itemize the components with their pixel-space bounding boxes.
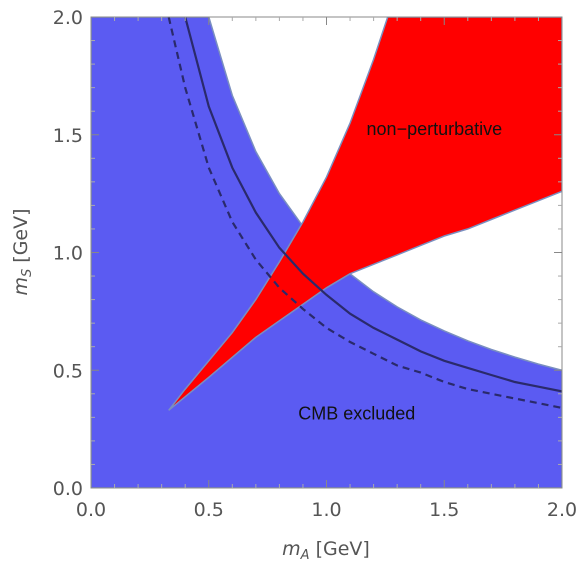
x-tick-label: 0.0: [76, 499, 106, 521]
x-axis-label: mA [GeV]: [282, 538, 370, 563]
solid-curve: [184, 17, 562, 393]
lines-layer: [167, 17, 562, 409]
y-tick-label: 1.5: [53, 125, 83, 147]
y-tick-label: 0.5: [53, 360, 83, 382]
ticks-layer: [90, 16, 563, 489]
regions-layer: [91, 17, 562, 488]
y-axis-label: mS [GeV]: [10, 208, 35, 295]
x-tick-label: 2.0: [547, 499, 577, 521]
x-tick-label: 0.5: [194, 499, 224, 521]
x-tick-label: 1.0: [311, 499, 341, 521]
x-tick-label: 1.5: [429, 499, 459, 521]
region-labels-layer: non−perturbative CMB excluded: [298, 119, 502, 424]
non-perturbative-region: [168, 17, 562, 411]
y-tick-label: 1.0: [53, 243, 83, 265]
cmb-excluded-label: CMB excluded: [298, 404, 415, 424]
dashed-curve: [167, 17, 562, 409]
non-perturbative-label: non−perturbative: [367, 119, 503, 139]
y-tick-label: 2.0: [53, 7, 83, 29]
y-tick-label: 0.0: [53, 478, 83, 500]
tick-labels-layer: 0.00.0 0.5 0.5 1.0 1.0 1.5 1.5 2.0 2.0: [53, 7, 577, 521]
